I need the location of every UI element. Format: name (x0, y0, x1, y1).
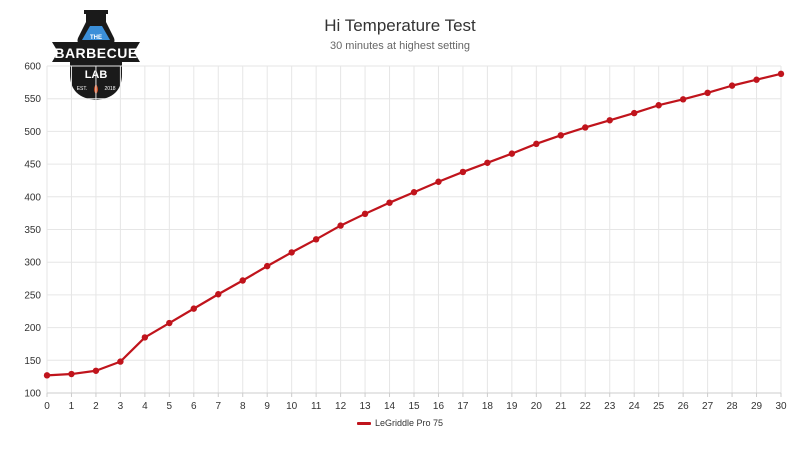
x-tick-label: 26 (678, 401, 690, 412)
x-tick-label: 11 (311, 401, 322, 412)
data-point[interactable] (288, 249, 295, 256)
data-point[interactable] (166, 319, 173, 327)
data-point[interactable] (777, 70, 785, 78)
x-tick-label: 1 (69, 401, 75, 412)
data-point[interactable] (386, 199, 393, 206)
x-tick-label: 8 (240, 401, 246, 412)
logo-top-text: THE (90, 35, 102, 41)
data-point[interactable] (753, 76, 760, 83)
data-point[interactable] (533, 140, 540, 148)
x-tick-label: 0 (44, 401, 50, 412)
data-point[interactable] (141, 334, 149, 341)
chart-subtitle: 30 minutes at highest setting (329, 40, 471, 52)
x-tick-label: 9 (264, 401, 270, 412)
x-tick-label: 10 (286, 401, 298, 412)
data-point[interactable] (68, 370, 75, 378)
data-point[interactable] (631, 109, 638, 117)
flask-icon (77, 10, 115, 44)
x-tick-label: 3 (118, 401, 124, 412)
y-tick-label: 200 (24, 323, 41, 334)
x-tick-label: 15 (408, 401, 420, 412)
x-tick-label: 17 (457, 401, 469, 412)
x-tick-label: 5 (167, 401, 173, 412)
x-tick-label: 29 (751, 401, 763, 412)
data-point[interactable] (337, 222, 344, 229)
x-tick-label: 7 (215, 401, 221, 412)
data-point[interactable] (606, 117, 613, 124)
x-tick-label: 6 (191, 401, 197, 412)
data-point[interactable] (215, 291, 222, 298)
x-tick-label: 20 (531, 401, 543, 412)
data-point[interactable] (312, 236, 320, 243)
x-tick-label: 30 (775, 401, 787, 412)
data-point[interactable] (361, 210, 369, 218)
x-tick-label: 12 (335, 401, 347, 412)
legend-label: LeGriddle Pro 75 (374, 418, 444, 428)
grid (46, 65, 782, 394)
data-point[interactable] (435, 178, 442, 185)
data-point[interactable] (43, 372, 51, 379)
y-tick-label: 450 (24, 160, 41, 171)
data-point[interactable] (264, 262, 271, 270)
y-tick-label: 350 (24, 225, 41, 236)
chart-title: Hi Temperature Test (324, 16, 476, 35)
data-point[interactable] (190, 305, 197, 312)
data-point[interactable] (117, 358, 124, 365)
y-tick-label: 100 (24, 389, 41, 400)
x-tick-label: 18 (482, 401, 494, 412)
y-tick-label: 250 (24, 290, 41, 301)
logo-brand-line1: BARBECUE (54, 45, 137, 61)
x-tick-label: 27 (702, 401, 714, 412)
data-point[interactable] (508, 150, 516, 157)
y-tick-label: 150 (24, 356, 41, 367)
data-point[interactable] (459, 168, 467, 176)
x-tick-label: 22 (580, 401, 592, 412)
data-point[interactable] (484, 159, 491, 166)
x-tick-label: 28 (727, 401, 739, 412)
y-tick-label: 600 (24, 62, 41, 73)
data-point[interactable] (557, 132, 564, 139)
data-point[interactable] (239, 277, 246, 284)
data-point[interactable] (679, 96, 687, 103)
logo-est-left: EST. (77, 86, 88, 92)
data-point[interactable] (92, 367, 100, 374)
x-tick-label: 24 (629, 401, 641, 412)
x-tick-label: 21 (555, 401, 567, 412)
data-point[interactable] (655, 102, 662, 109)
x-tick-label: 14 (384, 401, 396, 412)
y-tick-label: 300 (24, 258, 41, 269)
y-tick-label: 500 (24, 127, 41, 138)
x-tick-label: 25 (653, 401, 665, 412)
x-tick-label: 19 (506, 401, 518, 412)
legend-swatch (356, 422, 371, 426)
data-point[interactable] (582, 124, 589, 131)
x-tick-label: 2 (93, 401, 99, 412)
x-tick-label: 4 (142, 401, 148, 412)
logo-est-right: 2018 (104, 86, 115, 92)
x-tick-label: 23 (604, 401, 616, 412)
x-tick-label: 13 (360, 401, 372, 412)
legend[interactable]: LeGriddle Pro 75 (0, 418, 800, 428)
y-tick-label: 550 (24, 94, 41, 105)
data-point[interactable] (410, 189, 418, 196)
x-tick-label: 16 (433, 401, 445, 412)
data-point[interactable] (704, 89, 711, 97)
series-layer (43, 70, 785, 379)
y-tick-label: 400 (24, 192, 41, 203)
data-point[interactable] (728, 82, 736, 89)
